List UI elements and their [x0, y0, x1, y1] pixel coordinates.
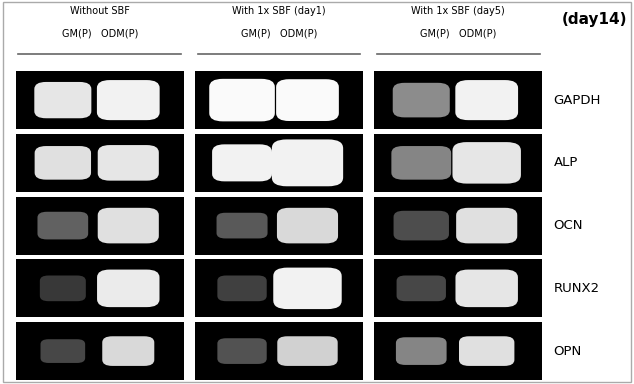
Text: OPN: OPN	[553, 344, 582, 358]
Text: Without SBF: Without SBF	[70, 6, 130, 16]
FancyBboxPatch shape	[392, 83, 450, 118]
FancyBboxPatch shape	[272, 139, 343, 186]
Text: OCN: OCN	[553, 219, 583, 232]
Bar	[374, 134, 542, 192]
FancyBboxPatch shape	[97, 80, 160, 120]
FancyBboxPatch shape	[396, 337, 446, 365]
FancyBboxPatch shape	[41, 339, 85, 363]
FancyBboxPatch shape	[453, 142, 521, 184]
Text: GM(P)   ODM(P): GM(P) ODM(P)	[61, 28, 138, 38]
Text: GAPDH: GAPDH	[553, 94, 601, 107]
FancyBboxPatch shape	[40, 275, 86, 301]
FancyBboxPatch shape	[277, 336, 338, 366]
FancyBboxPatch shape	[455, 270, 518, 307]
FancyBboxPatch shape	[217, 275, 267, 301]
FancyBboxPatch shape	[37, 212, 88, 240]
FancyBboxPatch shape	[34, 82, 91, 118]
FancyBboxPatch shape	[397, 275, 446, 301]
Bar	[195, 71, 363, 129]
FancyBboxPatch shape	[35, 146, 91, 180]
Bar	[374, 322, 542, 380]
FancyBboxPatch shape	[456, 208, 517, 243]
Bar	[195, 259, 363, 318]
Bar	[16, 197, 184, 255]
FancyBboxPatch shape	[394, 211, 449, 240]
Bar	[374, 71, 542, 129]
Text: With 1x SBF (day1): With 1x SBF (day1)	[232, 6, 326, 16]
FancyBboxPatch shape	[459, 336, 514, 366]
FancyBboxPatch shape	[102, 336, 154, 366]
Text: With 1x SBF (day5): With 1x SBF (day5)	[411, 6, 505, 16]
FancyBboxPatch shape	[273, 268, 342, 309]
FancyBboxPatch shape	[98, 208, 159, 243]
Bar	[16, 134, 184, 192]
FancyBboxPatch shape	[276, 79, 339, 121]
FancyBboxPatch shape	[277, 208, 338, 243]
FancyBboxPatch shape	[217, 213, 268, 238]
Text: RUNX2: RUNX2	[553, 282, 600, 295]
Bar	[16, 259, 184, 318]
Text: ALP: ALP	[553, 156, 578, 169]
Bar	[195, 197, 363, 255]
Bar	[16, 322, 184, 380]
Bar	[195, 322, 363, 380]
Bar	[195, 134, 363, 192]
FancyBboxPatch shape	[212, 144, 272, 181]
Text: GM(P)   ODM(P): GM(P) ODM(P)	[241, 28, 317, 38]
FancyBboxPatch shape	[209, 79, 275, 121]
Text: (day14): (day14)	[562, 12, 627, 26]
FancyBboxPatch shape	[217, 338, 267, 364]
FancyBboxPatch shape	[391, 146, 451, 180]
Text: GM(P)   ODM(P): GM(P) ODM(P)	[420, 28, 496, 38]
FancyBboxPatch shape	[98, 145, 159, 180]
FancyBboxPatch shape	[455, 80, 518, 120]
Bar	[16, 71, 184, 129]
Bar	[374, 259, 542, 318]
Bar	[374, 197, 542, 255]
FancyBboxPatch shape	[97, 270, 160, 307]
